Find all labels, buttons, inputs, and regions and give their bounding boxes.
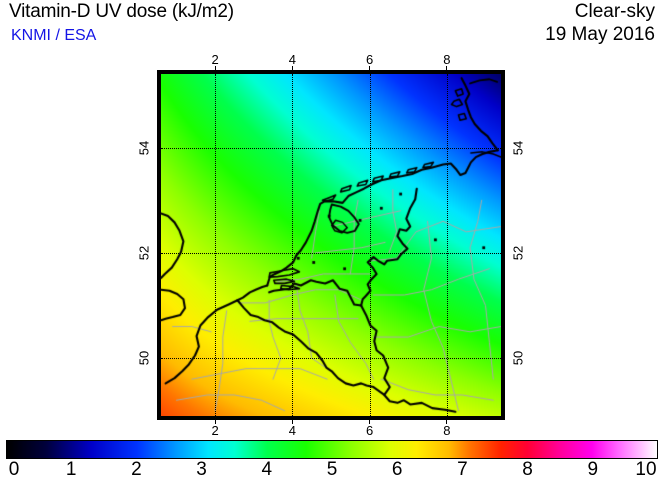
credit-label: KNMI / ESA bbox=[11, 27, 97, 44]
colorbar-gradient bbox=[7, 441, 657, 458]
axis-label-left-lat-50: 50 bbox=[136, 350, 152, 366]
axis-label-top-lon-2: 2 bbox=[211, 52, 219, 67]
uv-dose-map: 2 2 4 4 6 6 8 8 50 50 52 52 54 54 bbox=[137, 53, 526, 437]
axis-label-left-lat-54: 54 bbox=[136, 140, 152, 155]
condition-label: Clear-sky bbox=[574, 1, 655, 22]
date-label: 19 May 2016 bbox=[545, 24, 655, 45]
colorbar-tick-4: 4 bbox=[261, 459, 273, 480]
colorbar-tick-9: 9 bbox=[587, 459, 599, 480]
axis-label-left-lat-52: 52 bbox=[136, 245, 152, 261]
axis-label-bottom-lon-4: 4 bbox=[288, 423, 296, 438]
colorbar-tick-5: 5 bbox=[326, 459, 338, 480]
map-frame bbox=[157, 70, 505, 420]
colorbar-tick-10: 10 bbox=[635, 459, 657, 480]
colorbar-tick-labels: 0 1 2 3 4 5 6 7 8 9 10 bbox=[6, 459, 658, 480]
axis-label-right-lat-50: 50 bbox=[510, 350, 526, 366]
colorbar-tick-2: 2 bbox=[131, 459, 142, 480]
axis-label-top-lon-8: 8 bbox=[443, 52, 451, 67]
colorbar-tick-0: 0 bbox=[8, 459, 20, 480]
axis-label-right-lat-54: 54 bbox=[510, 140, 526, 155]
axis-label-top-lon-4: 4 bbox=[288, 52, 296, 67]
axis-label-bottom-lon-2: 2 bbox=[211, 423, 219, 438]
colorbar-tick-1: 1 bbox=[65, 459, 77, 480]
colorbar-tick-8: 8 bbox=[522, 459, 533, 480]
colorbar-tick-6: 6 bbox=[391, 459, 403, 480]
axis-label-bottom-lon-6: 6 bbox=[366, 423, 374, 438]
page-title: Vitamin-D UV dose (kJ/m2) bbox=[9, 1, 234, 22]
colorbar-tick-7: 7 bbox=[457, 459, 468, 480]
colorbar-tick-3: 3 bbox=[196, 459, 207, 480]
axis-label-right-lat-52: 52 bbox=[510, 245, 526, 261]
colorbar-frame bbox=[6, 440, 658, 459]
axis-label-bottom-lon-8: 8 bbox=[443, 423, 451, 438]
axis-label-top-lon-6: 6 bbox=[366, 52, 374, 67]
colorbar bbox=[6, 440, 658, 459]
map-raster bbox=[161, 74, 501, 416]
